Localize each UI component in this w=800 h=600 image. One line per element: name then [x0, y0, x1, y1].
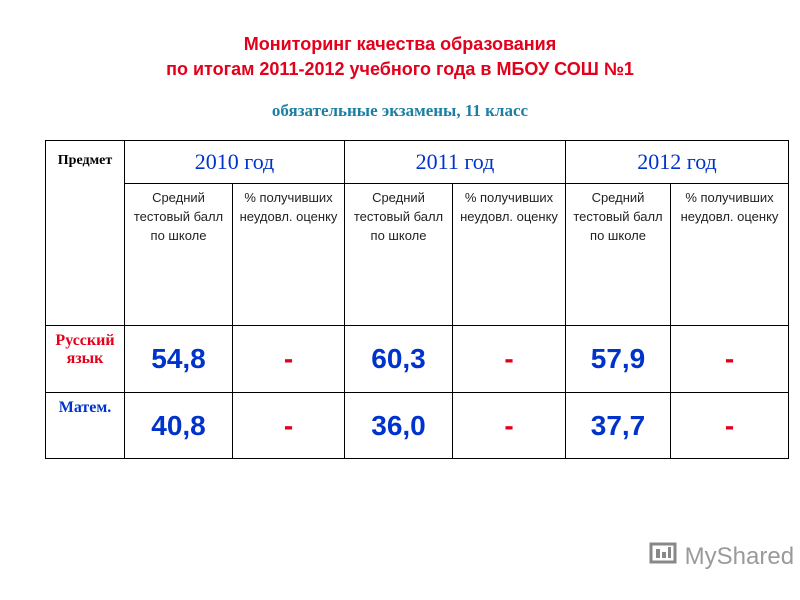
subheader-row: Средний тестовый балл по школе% получивш… — [46, 183, 789, 326]
subheader-cell: Средний тестовый балл по школе — [565, 183, 671, 326]
subtitle: обязательные экзамены, 11 класс — [271, 101, 529, 120]
subheader-cell: % получивших неудовл. оценку — [670, 183, 789, 326]
results-table: Предмет 2010 год 2011 год 2012 год Средн… — [45, 140, 789, 459]
value-cell: - — [232, 392, 345, 459]
subheader-cell: % получивших неудовл. оценку — [452, 183, 566, 326]
subject-cell: Русский язык — [45, 325, 125, 393]
table-row: Матем. 40,8-36,0-37,7- — [45, 392, 789, 459]
subheader-cell: Средний тестовый балл по школе — [124, 183, 233, 326]
year-header: 2011 год — [344, 140, 566, 184]
year-header: 2012 год — [565, 140, 789, 184]
watermark-text: MyShared — [684, 543, 795, 570]
value-cell: 36,0 — [344, 392, 453, 459]
value-cell: - — [232, 325, 345, 393]
value-cell: - — [452, 325, 566, 393]
watermark: MyShared — [648, 540, 794, 571]
watermark-icon — [649, 542, 677, 564]
value-cell: - — [452, 392, 566, 459]
value-cell: - — [670, 392, 789, 459]
year-header: 2010 год — [124, 140, 345, 184]
value-cell: 60,3 — [344, 325, 453, 393]
value-cell: 40,8 — [124, 392, 233, 459]
subheader-cell: Средний тестовый балл по школе — [344, 183, 453, 326]
table-row: Русский язык 54,8-60,3-57,9- — [45, 325, 789, 393]
title-line: Мониторинг качества образования — [243, 34, 557, 54]
value-cell: 54,8 — [124, 325, 233, 393]
corner-header: Предмет — [45, 140, 125, 326]
title-line: по итогам 2011-2012 учебного года в МБОУ… — [166, 59, 634, 79]
value-cell: 37,7 — [565, 392, 671, 459]
subheader-cell: % получивших неудовл. оценку — [232, 183, 345, 326]
subject-cell: Матем. — [45, 392, 125, 459]
value-cell: - — [670, 325, 789, 393]
value-cell: 57,9 — [565, 325, 671, 393]
